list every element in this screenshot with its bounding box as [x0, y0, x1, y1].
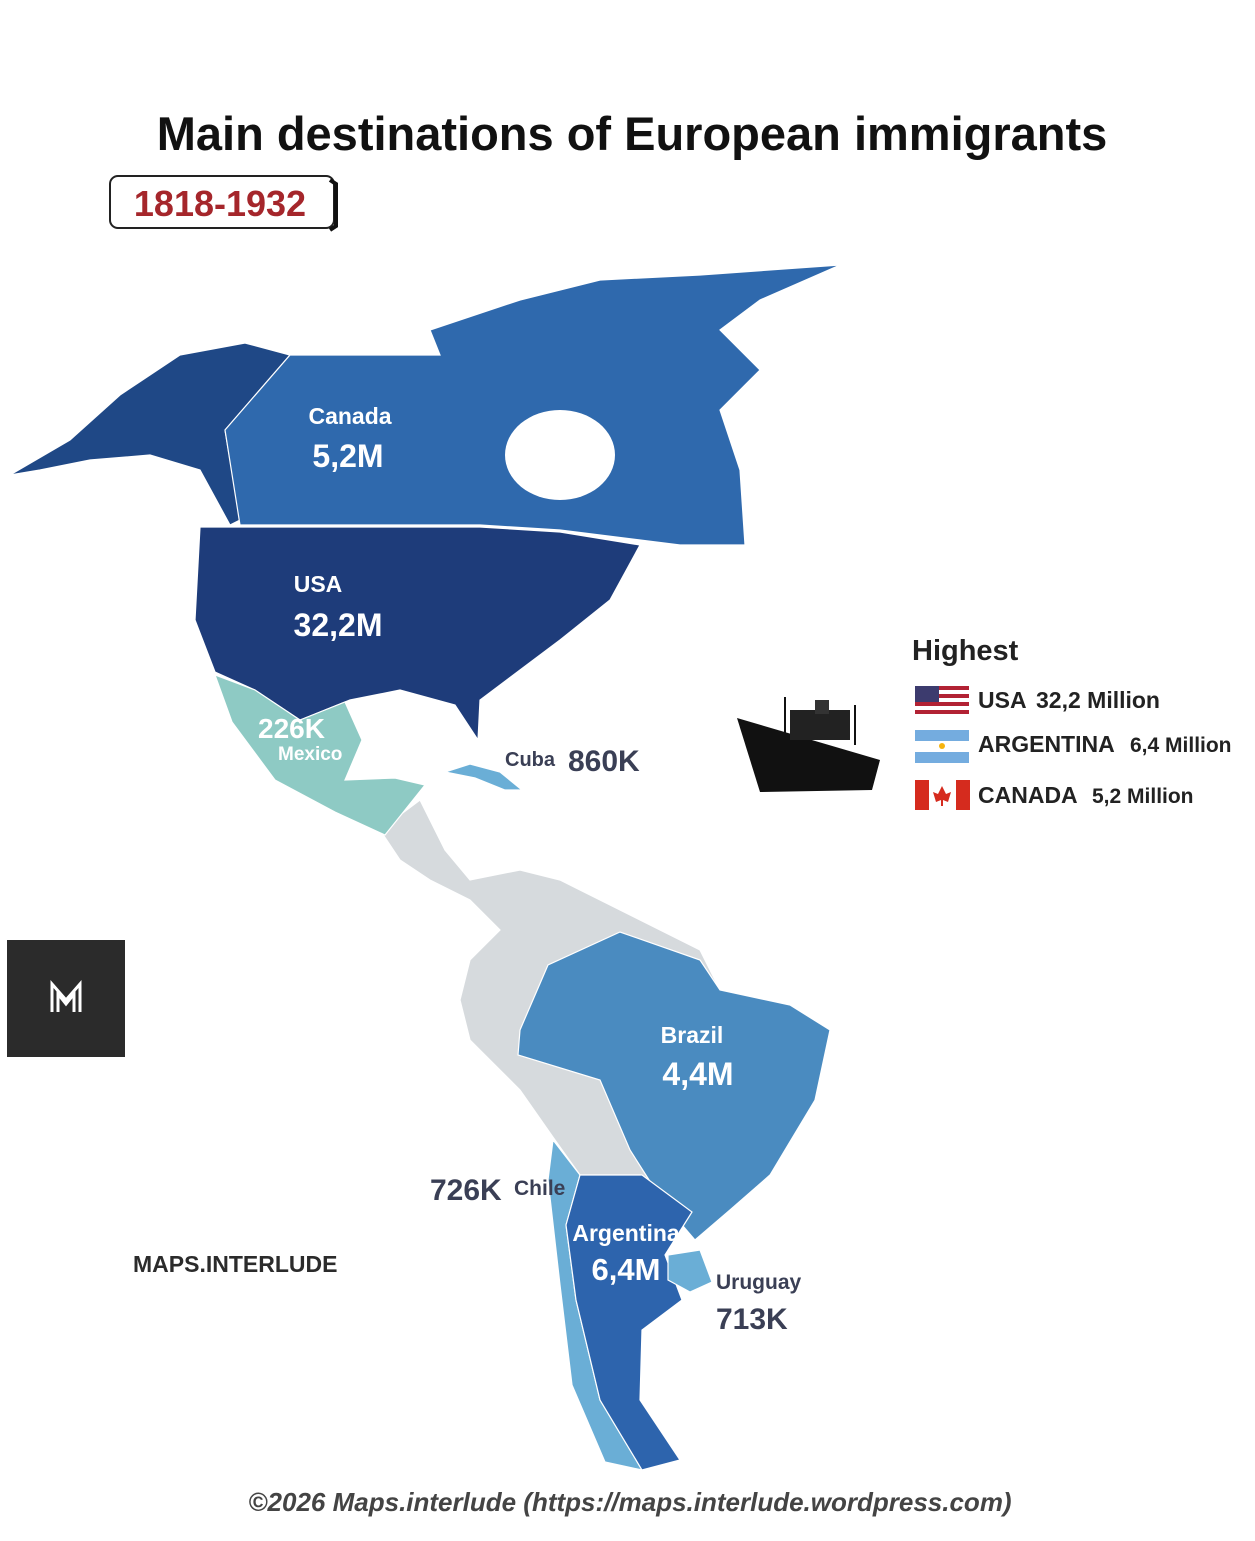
map [9, 264, 841, 1471]
cuba [442, 763, 524, 791]
region-name: Cuba [505, 749, 556, 771]
region-name: Canada [308, 403, 391, 429]
legend-value: 32,2 Million [1036, 687, 1160, 713]
legend-value: 6,4 Million [1130, 734, 1232, 757]
region-value: 226K [258, 713, 325, 744]
region-value: 4,4M [662, 1056, 733, 1092]
legend-country: USA [978, 687, 1027, 713]
ship-icon [737, 697, 880, 792]
legend-value: 5,2 Million [1092, 785, 1194, 808]
region-value: 32,2M [294, 607, 383, 643]
legend-title: Highest [912, 635, 1019, 667]
region-value: 6,4M [592, 1252, 661, 1287]
region-value: 5,2M [312, 438, 383, 474]
region-name: Argentina [572, 1220, 680, 1246]
uruguay [667, 1249, 713, 1293]
period-box-shadow [328, 178, 338, 232]
legend-country: CANADA [978, 782, 1078, 808]
region-name: USA [294, 571, 343, 597]
legend-country: ARGENTINA [978, 731, 1115, 757]
title: Main destinations of European immigrants [157, 107, 1108, 160]
region-name: Mexico [278, 744, 342, 765]
region-name: Brazil [661, 1022, 724, 1048]
region-value: 713K [716, 1303, 788, 1336]
flag-argentina [915, 730, 969, 763]
flag-usa [915, 686, 969, 716]
brand: MAPS.INTERLUDE [133, 1251, 337, 1277]
period: 1818-1932 [134, 183, 306, 224]
argentina [565, 1174, 693, 1471]
region-name: Chile [514, 1177, 565, 1200]
hudson-bay [505, 410, 615, 500]
canada [224, 264, 841, 546]
usa [194, 526, 641, 742]
flag-canada [915, 780, 970, 810]
region-value: 726K [430, 1174, 502, 1207]
footer: ©2026 Maps.interlude (https://maps.inter… [248, 1487, 1011, 1517]
logo-mark [50, 980, 82, 1012]
brazil [517, 931, 831, 1241]
region-name: Uruguay [716, 1271, 802, 1294]
mexico [213, 673, 427, 836]
region-value: 860K [568, 745, 640, 778]
